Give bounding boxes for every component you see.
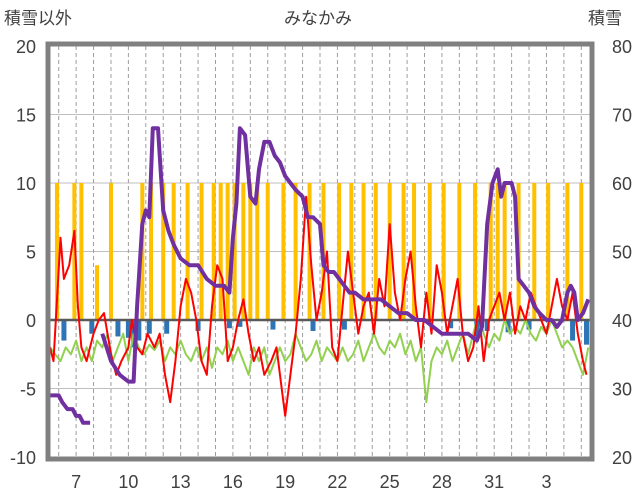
sunshine-bar (195, 320, 201, 331)
sunshine-bar (226, 320, 232, 329)
precip-bar (95, 265, 100, 320)
right-tick-label: 40 (612, 311, 632, 331)
gridlines (50, 46, 590, 457)
precip-bar (218, 183, 223, 320)
left-axis-ticks: 20 15 10 5 0 -5 -10 (10, 37, 36, 468)
left-tick-label: -10 (10, 448, 36, 468)
precip-bar (79, 183, 84, 320)
right-tick-label: 80 (612, 37, 632, 57)
sunshine-bar (448, 320, 454, 329)
min-temp-line (49, 312, 590, 404)
precip-bar (225, 183, 230, 320)
right-tick-label: 70 (612, 106, 632, 126)
right-tick-label: 30 (612, 380, 632, 400)
x-tick-label: 28 (432, 472, 452, 492)
sunshine-bar (89, 320, 95, 334)
x-axis-ticks: 7 10 13 16 19 22 25 28 31 3 (71, 472, 551, 492)
left-axis-title: 積雪以外 (4, 9, 72, 29)
sunshine-bar (505, 320, 511, 333)
precip-bar (473, 183, 478, 320)
left-tick-label: 0 (26, 311, 36, 331)
precip-bar (171, 183, 176, 320)
precip-bar (532, 183, 537, 320)
sunshine-bar (484, 320, 490, 331)
precip-bar (149, 183, 154, 320)
left-tick-label: 20 (16, 37, 36, 57)
precip-bar (199, 183, 204, 320)
x-tick-label: 22 (327, 472, 347, 492)
precip-bar (387, 183, 392, 320)
x-tick-label: 3 (541, 472, 551, 492)
snow-depth-line (50, 393, 91, 425)
precip-bar (211, 183, 216, 320)
sunshine-bar (474, 320, 480, 337)
sunshine-bar (570, 320, 576, 341)
precip-bar (265, 183, 270, 320)
right-tick-label: 20 (612, 448, 632, 468)
precip-bar (412, 183, 417, 320)
sunshine-bar (125, 320, 131, 338)
precip-bar (293, 183, 298, 320)
x-tick-label: 16 (223, 472, 243, 492)
precip-bar (161, 183, 166, 320)
sunshine-bar (136, 320, 142, 341)
precip-bar (232, 183, 237, 320)
sunshine-bar (237, 320, 243, 327)
precip-bar (248, 183, 253, 320)
x-tick-label: 25 (380, 472, 400, 492)
precip-bar (441, 183, 446, 320)
sunshine-bar (61, 320, 67, 341)
sunshine-bar (146, 320, 152, 334)
precip-bar (373, 183, 378, 320)
left-tick-label: -5 (20, 380, 36, 400)
precip-bar (54, 183, 59, 320)
precip-bar (488, 183, 493, 320)
precip-bar (185, 183, 190, 320)
right-axis-title: 積雪 (588, 9, 622, 29)
plot-frame (45, 41, 595, 462)
sunshine-bar (341, 320, 347, 330)
x-tick-label: 7 (71, 472, 81, 492)
precip-bar (427, 183, 432, 320)
precip-bar (337, 183, 342, 320)
sunshine-bars (61, 320, 590, 348)
precip-bar (281, 183, 286, 320)
sunshine-bar (115, 320, 121, 337)
precip-bar (579, 183, 584, 320)
precip-bar (457, 183, 462, 320)
snow-depth-line (100, 126, 591, 384)
sunshine-bar (584, 320, 590, 345)
left-tick-label: 5 (26, 243, 36, 263)
sunshine-bar (164, 320, 170, 334)
precip-bar (108, 183, 113, 320)
x-tick-label: 19 (275, 472, 295, 492)
precip-bar (495, 183, 500, 320)
precip-bar (502, 183, 507, 320)
left-tick-label: 15 (16, 106, 36, 126)
right-tick-label: 60 (612, 174, 632, 194)
precip-bar (565, 183, 570, 320)
x-tick-label: 31 (484, 472, 504, 492)
x-tick-label: 13 (171, 472, 191, 492)
precip-bar (361, 183, 366, 320)
precip-bar (255, 183, 260, 320)
sunshine-bar (310, 320, 316, 331)
sunshine-bar (270, 320, 276, 330)
sunshine-bar (526, 320, 532, 330)
left-tick-label: 10 (16, 174, 36, 194)
right-tick-label: 50 (612, 243, 632, 263)
right-axis-ticks: 80 70 60 50 40 30 20 (612, 37, 632, 468)
chart-title: みなかみ (284, 9, 352, 29)
precip-bar (546, 183, 551, 320)
max-temp-line (49, 195, 588, 417)
x-tick-label: 10 (118, 472, 138, 492)
precip-bar (401, 183, 406, 320)
series-lines (49, 126, 591, 425)
precip-bar (241, 183, 246, 320)
precip-bar (349, 183, 354, 320)
